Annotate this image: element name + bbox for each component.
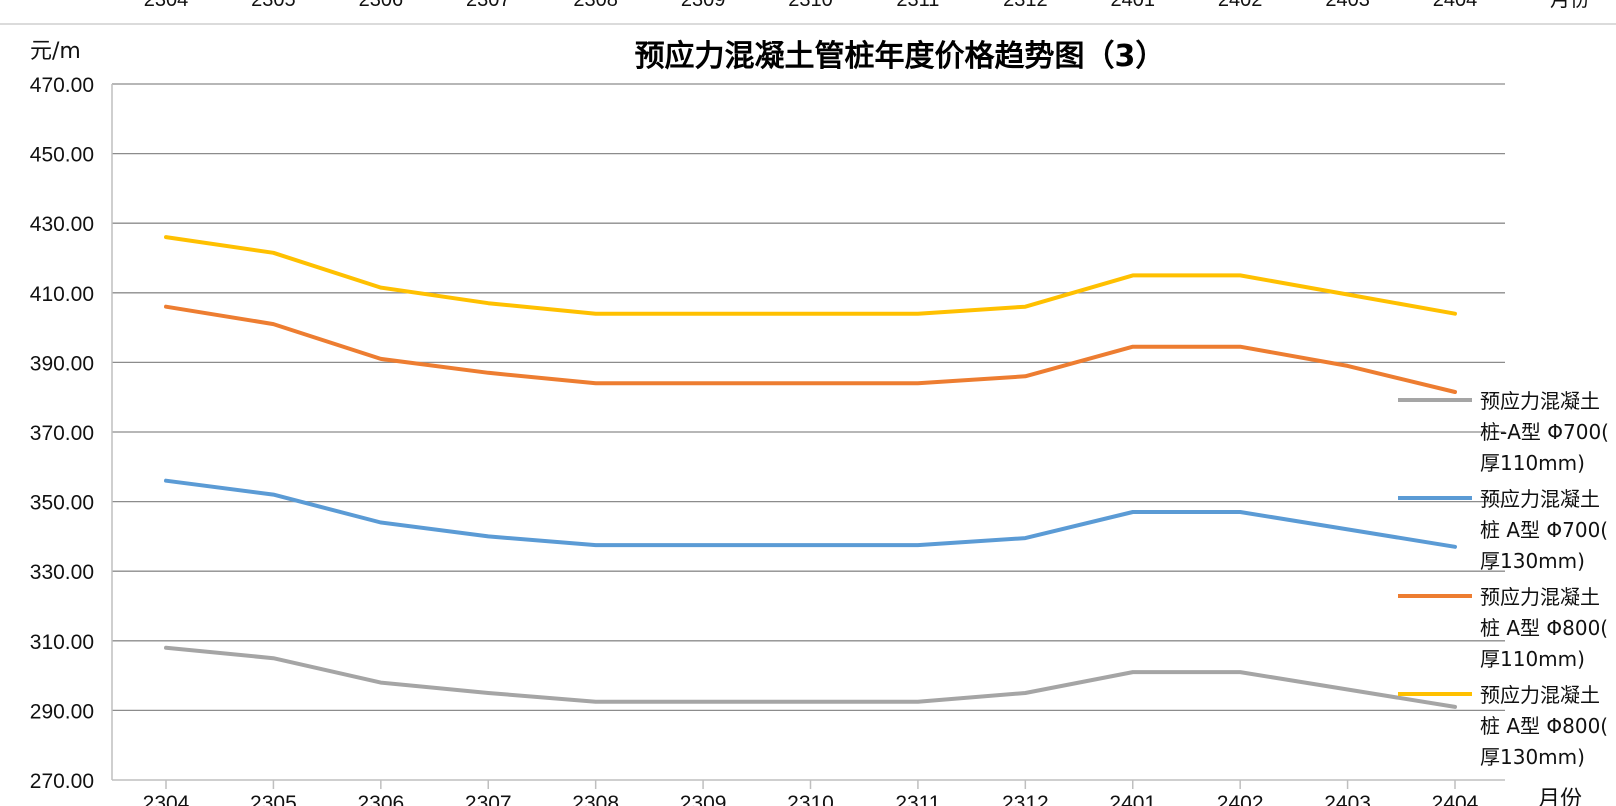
y-tick-label: 290.00 [30, 700, 94, 723]
x-tick-label: 2309 [680, 792, 727, 806]
top-axis-label: 2308 [573, 0, 618, 11]
legend-label: 预应力混凝土 [1480, 683, 1600, 707]
series-lines [164, 235, 1457, 709]
top-axis-label: 2404 [1433, 0, 1478, 11]
legend-label: 桩 A型 Φ700( [1480, 518, 1608, 542]
legend-label: 预应力混凝土 [1480, 585, 1600, 609]
x-tick-label: 2310 [787, 792, 834, 806]
x-tick-label: 2402 [1217, 792, 1264, 806]
top-axis-label: 2305 [251, 0, 296, 11]
x-tick-label: 2311 [895, 792, 940, 806]
y-tick-label: 390.00 [30, 352, 94, 375]
x-tick-label: 2404 [1432, 792, 1479, 806]
top-axis-label: 2310 [788, 0, 833, 11]
x-axis-ticks: 2304 2305 2306 2307 2308 2309 2310 2311 2312 2401… [143, 780, 1479, 806]
series-line [164, 304, 1457, 394]
y-tick-label: 410.00 [30, 283, 94, 306]
y-tick-label: 470.00 [30, 74, 94, 97]
x-tick-label: 2307 [465, 792, 512, 806]
top-axis-label: 2306 [359, 0, 404, 11]
top-axis-label: 2402 [1218, 0, 1263, 11]
chart-title: 预应力混凝土管桩年度价格趋势图（3） [635, 39, 1166, 74]
x-axis-unit: 月份 [1538, 787, 1582, 806]
top-axis-label: 2403 [1325, 0, 1370, 11]
series-line [164, 645, 1457, 709]
legend-label: 预应力混凝土 [1480, 487, 1600, 511]
y-tick-label: 310.00 [30, 631, 94, 654]
x-tick-label: 2403 [1324, 792, 1371, 806]
top-axis-label: 2309 [681, 0, 726, 11]
x-tick-label: 2401 [1109, 792, 1156, 806]
x-tick-label: 2308 [572, 792, 619, 806]
legend-label: 厚130mm) [1480, 549, 1585, 573]
y-axis-unit: 元/m [30, 39, 81, 64]
y-tick-label: 330.00 [30, 561, 94, 584]
legend-label: 桩-A型 Φ700( [1480, 420, 1609, 444]
series-line [164, 478, 1457, 549]
legend-label: 厚130mm) [1480, 745, 1585, 769]
series-line [164, 235, 1457, 316]
y-tick-label: 370.00 [30, 422, 94, 445]
legend-label: 桩 A型 Φ800( [1480, 616, 1608, 640]
top-axis-label: 2401 [1111, 0, 1156, 11]
legend-label: 厚110mm) [1480, 647, 1585, 671]
x-tick-label: 2312 [1002, 792, 1049, 806]
gridlines [111, 83, 1505, 781]
y-tick-label: 270.00 [30, 770, 94, 793]
top-axis-strip: 2304 2305 2306 2307 2308 2309 2310 2311 2312 2401… [144, 0, 1590, 11]
x-tick-label: 2305 [250, 792, 297, 806]
top-axis-unit: 月份 [1550, 0, 1590, 11]
y-axis-ticks: 270.00 290.00 310.00 330.00 350.00 370.00 390.… [30, 74, 94, 793]
top-axis-label: 2304 [144, 0, 189, 11]
top-axis-label: 2312 [1003, 0, 1048, 11]
y-tick-label: 350.00 [30, 492, 94, 515]
top-axis-label: 2307 [466, 0, 511, 11]
x-tick-label: 2306 [357, 792, 404, 806]
x-tick-label: 2304 [143, 792, 190, 806]
y-tick-label: 430.00 [30, 213, 94, 236]
legend-label: 预应力混凝土 [1480, 389, 1600, 413]
legend-label: 桩 A型 Φ800( [1480, 714, 1608, 738]
y-tick-label: 450.00 [30, 144, 94, 167]
legend-label: 厚110mm) [1480, 451, 1585, 475]
top-axis-label: 2311 [896, 0, 939, 11]
